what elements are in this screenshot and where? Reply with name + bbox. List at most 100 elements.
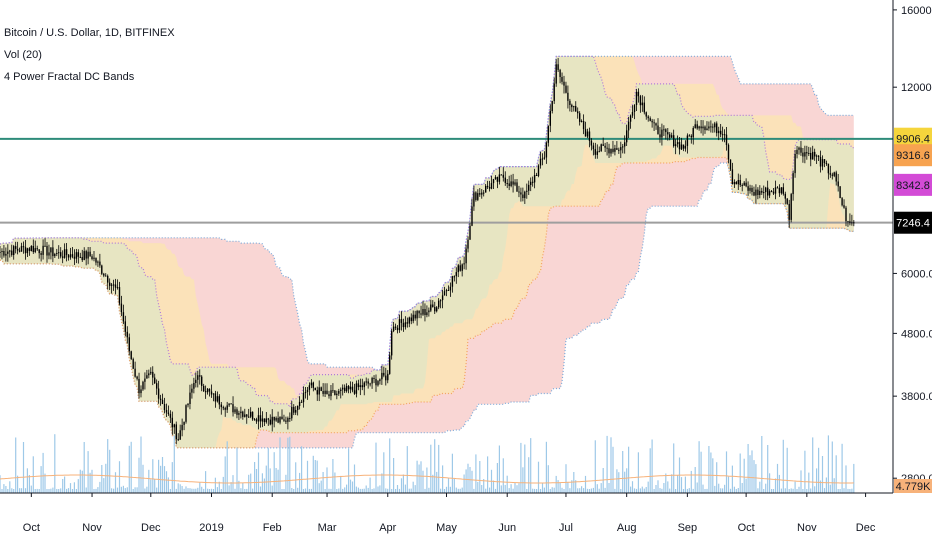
- y-tick-label: 4800.0: [901, 328, 932, 340]
- volume-bar: [320, 480, 322, 493]
- candle-body: [38, 249, 40, 254]
- candle-body: [567, 92, 569, 101]
- volume-bar: [85, 487, 87, 493]
- candle-body: [259, 415, 262, 422]
- candle-body: [338, 391, 340, 394]
- volume-bar: [348, 448, 350, 493]
- volume-bar: [551, 487, 553, 493]
- candle-body: [827, 163, 830, 174]
- candle-body: [622, 146, 624, 148]
- candle-body: [322, 391, 324, 394]
- candle-body: [340, 389, 342, 391]
- legend-symbol[interactable]: Bitcoin / U.S. Dollar, 1D, BITFINEX: [4, 27, 175, 39]
- volume-bar: [344, 487, 346, 493]
- volume-bar: [539, 489, 542, 493]
- volume-bar: [837, 489, 839, 493]
- volume-bar: [487, 456, 489, 493]
- candle-body: [105, 275, 107, 277]
- volume-bar: [389, 438, 391, 493]
- volume-bar: [332, 459, 334, 493]
- candle-body: [287, 418, 289, 422]
- volume-bar: [541, 483, 544, 493]
- x-tick-label: Dec: [856, 522, 876, 534]
- x-tick-label: Dec: [141, 522, 161, 534]
- candle-body: [134, 368, 136, 377]
- volume-bar: [526, 489, 528, 493]
- volume-bar: [624, 471, 626, 493]
- candle-body: [250, 411, 252, 417]
- volume-bar: [340, 475, 342, 493]
- candle-body: [422, 309, 424, 315]
- volume-bar: [207, 488, 209, 493]
- volume-bar: [338, 488, 340, 493]
- candle-body: [810, 153, 812, 160]
- x-tick-label: Oct: [738, 522, 755, 534]
- volume-bar: [635, 488, 638, 493]
- volume-bar: [310, 488, 312, 493]
- candle-body: [592, 145, 595, 150]
- candle-body: [248, 416, 250, 418]
- candle-body: [651, 120, 653, 123]
- candle-body: [678, 142, 681, 150]
- candle-body: [426, 312, 428, 316]
- volume-bar: [432, 474, 434, 493]
- candle-body: [5, 253, 7, 256]
- candle-body: [298, 401, 301, 406]
- candle-body: [765, 187, 767, 193]
- candle-body: [643, 102, 645, 113]
- candle-body: [580, 121, 583, 122]
- volume-bar: [841, 443, 843, 493]
- candle-body: [492, 179, 495, 184]
- x-tick-label: Oct: [23, 522, 40, 534]
- volume-bar: [610, 437, 612, 493]
- candle-body: [345, 386, 348, 392]
- candle-body: [50, 247, 52, 253]
- candle-body: [210, 391, 213, 395]
- legend-indicator[interactable]: 4 Power Fractal DC Bands: [4, 71, 135, 83]
- candle-body: [83, 251, 85, 261]
- volume-bar: [821, 456, 824, 493]
- volume-bar: [95, 488, 97, 493]
- candle-body: [165, 410, 168, 413]
- candle-body: [741, 185, 743, 186]
- candle-body: [496, 177, 499, 182]
- volume-bar: [690, 470, 692, 493]
- candle-body: [465, 248, 467, 264]
- volume-bar: [218, 481, 220, 493]
- volume-bar: [782, 439, 784, 493]
- volume-bar: [175, 488, 177, 493]
- candle-body: [463, 263, 465, 265]
- volume-bar: [508, 488, 510, 493]
- candle-body: [798, 147, 800, 150]
- volume-bar: [275, 468, 277, 493]
- candle-body: [302, 393, 305, 403]
- candle-body: [16, 248, 19, 251]
- volume-bar: [839, 489, 841, 493]
- candle-body: [93, 257, 95, 259]
- candle-body: [293, 406, 295, 413]
- volume-bar: [769, 473, 771, 493]
- candle-body: [150, 371, 152, 374]
- candle-body: [140, 389, 142, 394]
- volume-bar: [655, 485, 657, 493]
- volume-bar: [673, 443, 675, 493]
- candle-body: [107, 275, 109, 283]
- candle-body: [24, 247, 27, 254]
- candle-body: [549, 111, 551, 126]
- candle-body: [453, 276, 455, 278]
- volume-bar: [34, 489, 36, 493]
- candle-body: [772, 191, 775, 194]
- candle-body: [753, 192, 755, 196]
- volume-bar: [630, 486, 632, 493]
- candle-body: [373, 378, 375, 379]
- candle-body: [733, 182, 736, 185]
- candle-body: [0, 252, 1, 253]
- volume-bar: [653, 489, 655, 493]
- volume-bar: [600, 483, 602, 493]
- volume-bar: [73, 482, 75, 493]
- candle-body: [569, 100, 571, 105]
- legend-volume[interactable]: Vol (20): [4, 49, 42, 61]
- volume-bar: [222, 476, 224, 493]
- volume-bar: [759, 481, 761, 493]
- candle-body: [318, 387, 320, 395]
